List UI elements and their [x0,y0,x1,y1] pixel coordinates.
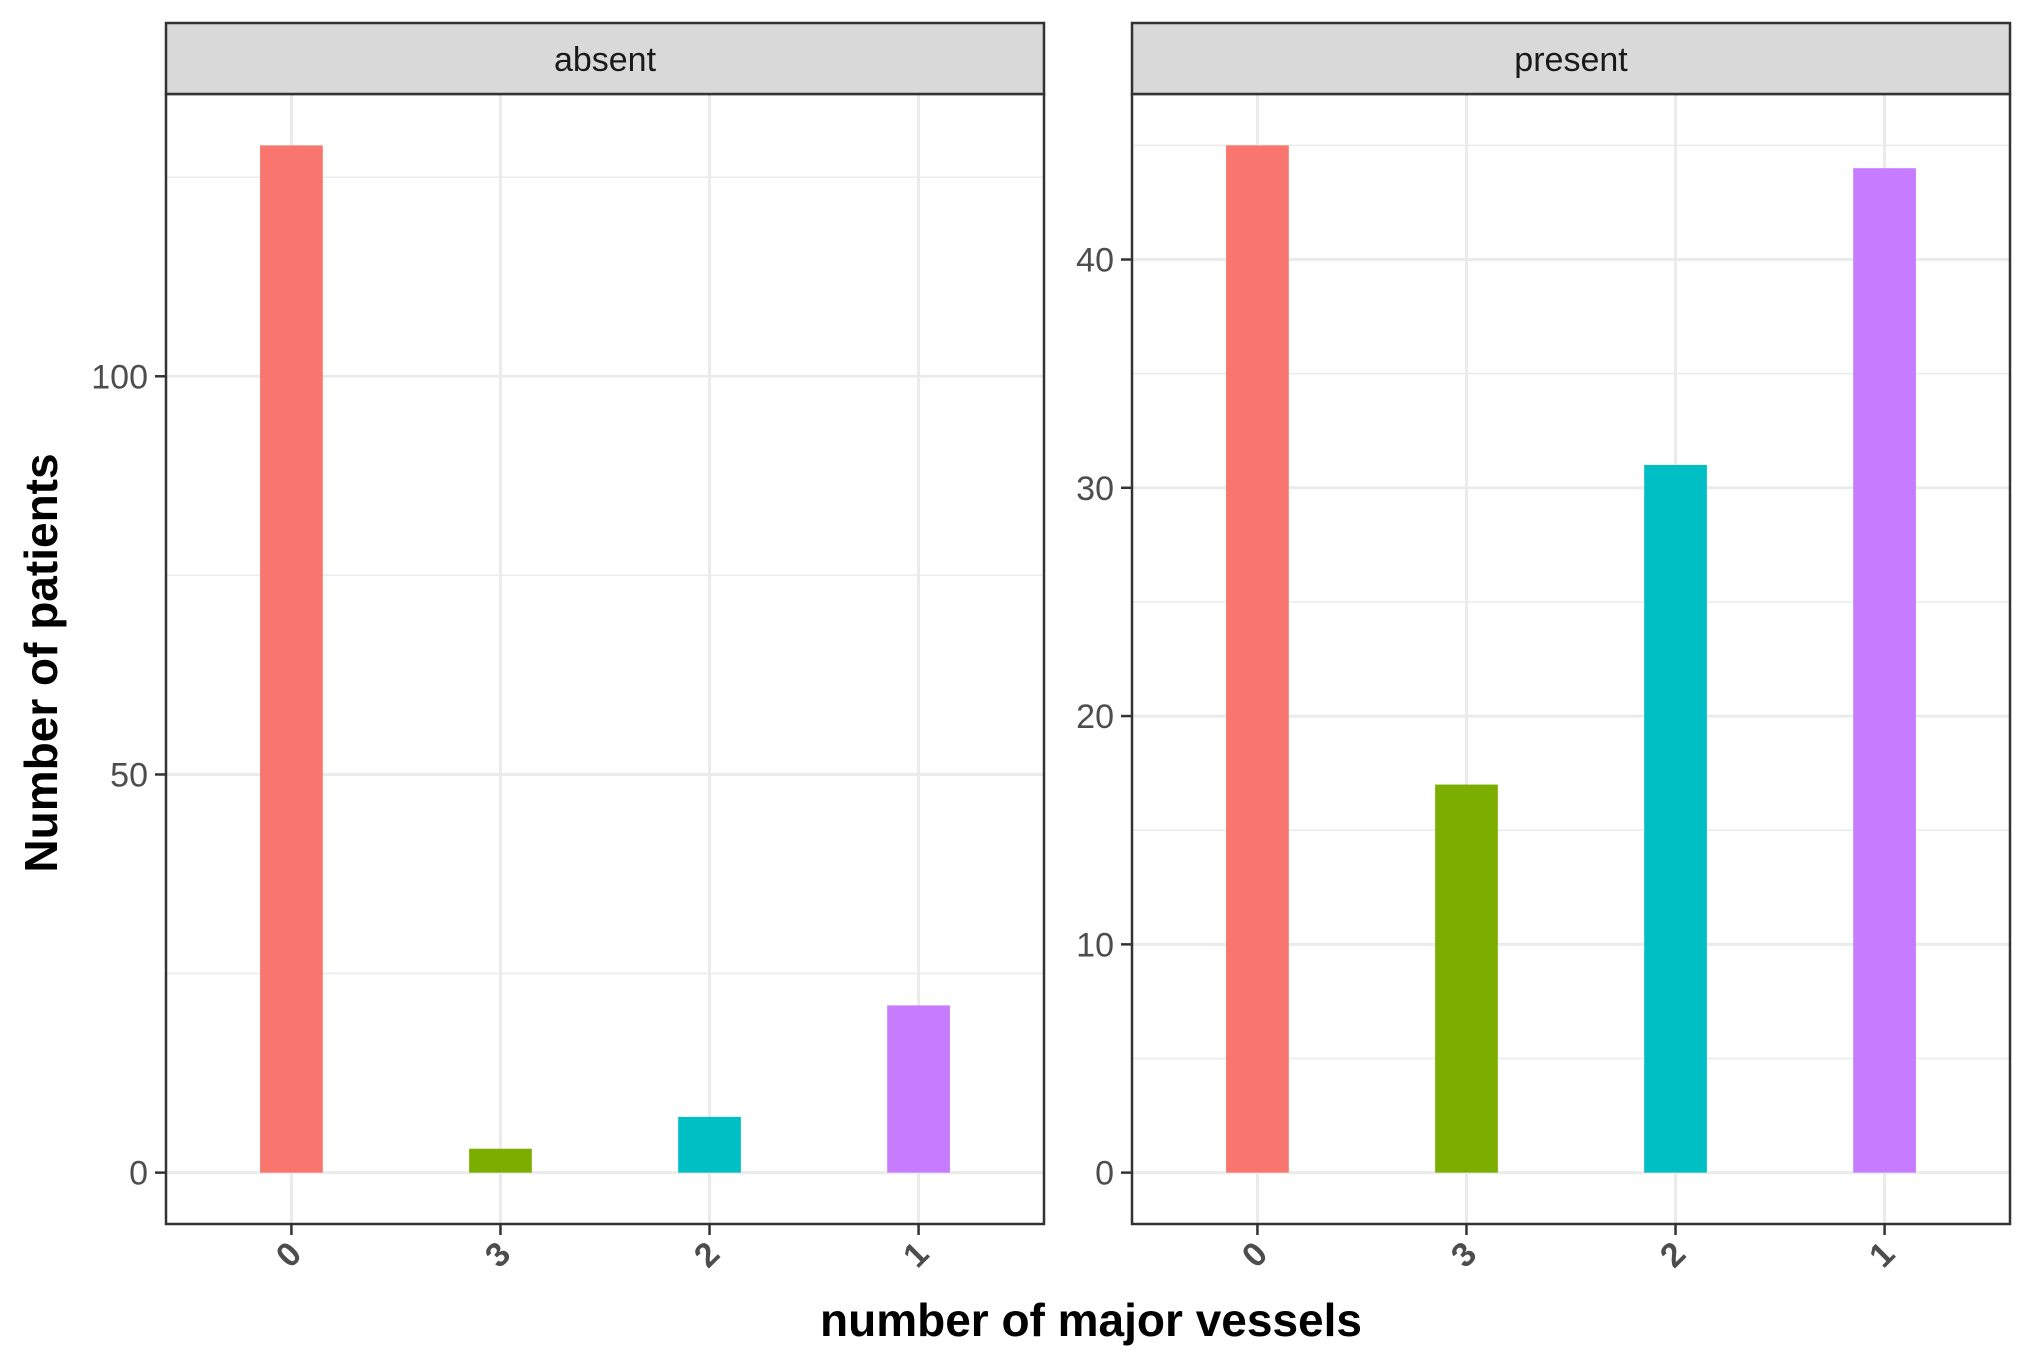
bar-absent-2 [678,1116,741,1173]
x-tick-label: 2 [1653,1235,1693,1275]
y-tick-label: 30 [1076,470,1114,508]
x-tick-label: 3 [478,1235,518,1275]
y-tick-label: 0 [1095,1155,1114,1193]
y-tick-label: 50 [110,756,148,794]
x-axis-title: number of major vessels [820,1294,1362,1346]
y-tick-label: 40 [1076,242,1114,280]
y-tick-label: 0 [129,1155,148,1193]
x-tick-label: 0 [1235,1235,1275,1275]
bar-present-1 [1853,168,1916,1173]
bar-present-0 [1226,145,1289,1173]
bar-absent-1 [887,1005,950,1173]
bar-present-2 [1644,464,1707,1173]
y-axis-title: Number of patients [15,453,67,872]
facet-strip [164,21,1046,96]
facet-strip-label: present [1514,41,1628,79]
bar-present-3 [1435,784,1498,1173]
facet-strip-label: absent [554,41,657,79]
y-tick-label: 10 [1076,926,1114,964]
y-tick-label: 100 [91,358,148,396]
x-tick-label: 1 [1862,1235,1902,1275]
x-tick-label: 2 [687,1235,727,1275]
x-tick-label: 1 [896,1235,936,1275]
facet-strip [1130,21,2012,96]
bar-absent-0 [260,145,323,1173]
y-tick-label: 20 [1076,698,1114,736]
x-tick-label: 0 [269,1235,309,1275]
bar-absent-3 [469,1148,532,1173]
x-tick-label: 3 [1444,1235,1484,1275]
